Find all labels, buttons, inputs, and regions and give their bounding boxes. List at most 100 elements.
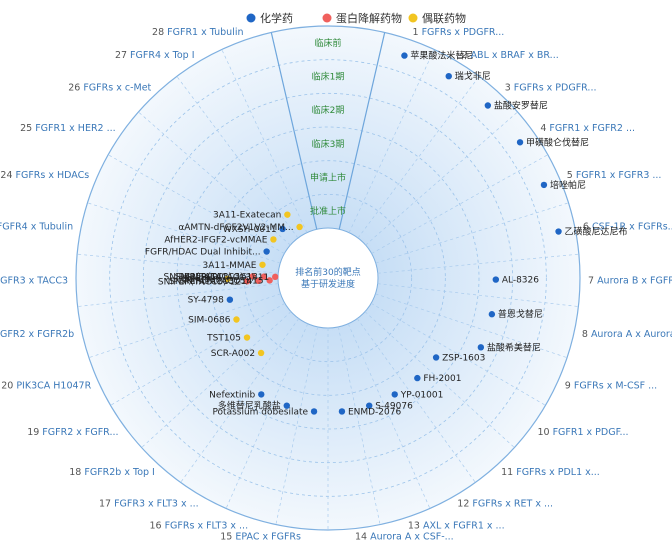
target-number: 13 bbox=[408, 520, 423, 531]
target-label: 16 FGFRs x FLT3 x ... bbox=[149, 520, 248, 531]
target-name: Aurora A x Aurora... bbox=[591, 329, 672, 340]
drug-point[interactable] bbox=[432, 354, 440, 361]
sector-divider bbox=[375, 202, 569, 264]
target-label: 18 FGFR2b x Top I bbox=[69, 467, 155, 478]
target-name: FGFRs x PDGFR... bbox=[514, 82, 597, 93]
stage-ring bbox=[243, 193, 413, 363]
legend-label: 化学药 bbox=[260, 11, 293, 25]
target-number: 24 bbox=[0, 170, 15, 181]
target-label: 7 Aurora B x FGFR... bbox=[588, 275, 672, 286]
drug-point[interactable] bbox=[279, 225, 286, 233]
drug-label: AfHER2-IFGF2-vcMMAE bbox=[164, 235, 267, 245]
drug-label: αAMTN-dFGF2V1V2-MM... bbox=[178, 223, 293, 233]
sector-divider bbox=[141, 311, 292, 448]
drug-point[interactable] bbox=[414, 374, 421, 382]
target-label: 1 FGFRs x PDGFR... bbox=[412, 27, 504, 38]
target-name: FGFR2 x FGFR... bbox=[42, 427, 118, 438]
center-text-line: 排名前30的靶点 bbox=[295, 266, 360, 278]
drug-point[interactable] bbox=[259, 261, 266, 268]
drug-label: 3A11-MMAE bbox=[203, 261, 257, 271]
target-spokes bbox=[77, 32, 579, 530]
drug-point[interactable] bbox=[488, 311, 496, 318]
drug-point[interactable] bbox=[257, 349, 265, 357]
drug-label: AL-8326 bbox=[502, 276, 539, 286]
drug-point[interactable] bbox=[310, 408, 318, 415]
target-name: AXL x FGFR1 x ... bbox=[423, 520, 505, 531]
target-number: 9 bbox=[565, 380, 574, 391]
drug-point[interactable] bbox=[266, 277, 273, 284]
target-label: 20 PIK3CA H1047R bbox=[1, 380, 91, 391]
target-number: 19 bbox=[27, 427, 42, 438]
target-label: 15 EPAC x FGFRs bbox=[220, 532, 301, 543]
target-name: FGFR3 x FLT3 x ... bbox=[114, 499, 199, 510]
sector-divider bbox=[225, 323, 309, 509]
target-name: FGFR3 x TACC3 bbox=[0, 275, 68, 286]
drug-point[interactable] bbox=[263, 248, 270, 255]
sector-divider bbox=[370, 302, 546, 406]
drug-point[interactable] bbox=[540, 181, 548, 189]
drug-point[interactable] bbox=[445, 72, 452, 80]
drug-point[interactable] bbox=[555, 228, 562, 235]
stage-label: 临床3期 bbox=[312, 138, 345, 150]
target-number: 26 bbox=[68, 82, 83, 93]
drug-label: Potassium dobesilate bbox=[212, 407, 308, 417]
drug-label: SIM-0686 bbox=[188, 316, 231, 326]
drug-point[interactable] bbox=[226, 296, 234, 303]
drug-point[interactable] bbox=[338, 408, 346, 415]
target-number: 27 bbox=[115, 50, 130, 61]
legend-swatch bbox=[322, 13, 332, 23]
drug-point[interactable] bbox=[224, 275, 231, 283]
drug-point[interactable] bbox=[249, 273, 256, 280]
drug-point[interactable] bbox=[516, 139, 524, 146]
target-label: 10 FGFR1 x PDGF... bbox=[537, 427, 628, 438]
target-label: 5 FGFR1 x FGFR3 ... bbox=[567, 170, 662, 181]
target-number: 5 bbox=[567, 170, 576, 181]
target-label: 3 FGFRs x PDGFR... bbox=[505, 82, 597, 93]
target-label: 2 ABL x BRAF x BR... bbox=[461, 50, 558, 61]
center-text-line: 基于研发进度 bbox=[301, 278, 355, 290]
target-name: FGFRs x M-CSF ... bbox=[574, 380, 657, 391]
drug-point[interactable] bbox=[296, 223, 303, 231]
target-name: FGFR1 x FGFR3 ... bbox=[576, 170, 662, 181]
drug-point[interactable] bbox=[366, 402, 373, 409]
drug-point[interactable] bbox=[260, 273, 268, 280]
drug-point[interactable] bbox=[244, 278, 251, 285]
legend-label: 偶联药物 bbox=[422, 11, 466, 25]
drug-point[interactable] bbox=[233, 316, 240, 323]
stage-label: 临床前 bbox=[314, 37, 341, 49]
target-label: 19 FGFR2 x FGFR... bbox=[27, 427, 118, 438]
target-label: 6 CSF-1R x FGFRs... bbox=[583, 222, 672, 233]
target-number: 16 bbox=[149, 520, 164, 531]
drug-point[interactable] bbox=[391, 391, 398, 398]
drug-point[interactable] bbox=[258, 391, 265, 398]
stage-label: 临床1期 bbox=[312, 71, 345, 83]
target-number: 14 bbox=[355, 532, 370, 543]
drug-point[interactable] bbox=[484, 102, 492, 109]
target-name: PIK3CA H1047R bbox=[16, 380, 91, 391]
sector-divider bbox=[108, 154, 285, 254]
drug-point[interactable] bbox=[284, 211, 291, 218]
drug-point[interactable] bbox=[492, 276, 500, 283]
sector-divider bbox=[337, 326, 381, 525]
drug-label: 培唑帕尼 bbox=[550, 179, 586, 191]
drug-point[interactable] bbox=[401, 52, 408, 59]
drug-point[interactable] bbox=[272, 273, 279, 281]
target-number: 18 bbox=[69, 467, 84, 478]
stage-label: 批准上市 bbox=[310, 205, 346, 217]
drug-label: BG-C137 bbox=[182, 275, 222, 285]
drug-point[interactable] bbox=[477, 344, 485, 351]
stage-ring bbox=[176, 126, 480, 430]
drug-point[interactable] bbox=[270, 236, 277, 243]
drug-point[interactable] bbox=[255, 277, 262, 285]
target-number: 1 bbox=[412, 27, 421, 38]
target-labels: 1 FGFRs x PDGFR... 2 ABL x BRAF x BR... 3 … bbox=[0, 27, 672, 542]
target-name: FGFRs x RET x ... bbox=[472, 499, 553, 510]
drug-point[interactable] bbox=[283, 402, 290, 409]
target-label: 26 FGFRs x c-Met bbox=[68, 82, 151, 93]
drug-point[interactable] bbox=[243, 334, 251, 341]
sector-divider bbox=[88, 293, 281, 358]
legend-swatch bbox=[408, 13, 418, 23]
target-name: EPAC x FGFRs bbox=[235, 532, 301, 543]
